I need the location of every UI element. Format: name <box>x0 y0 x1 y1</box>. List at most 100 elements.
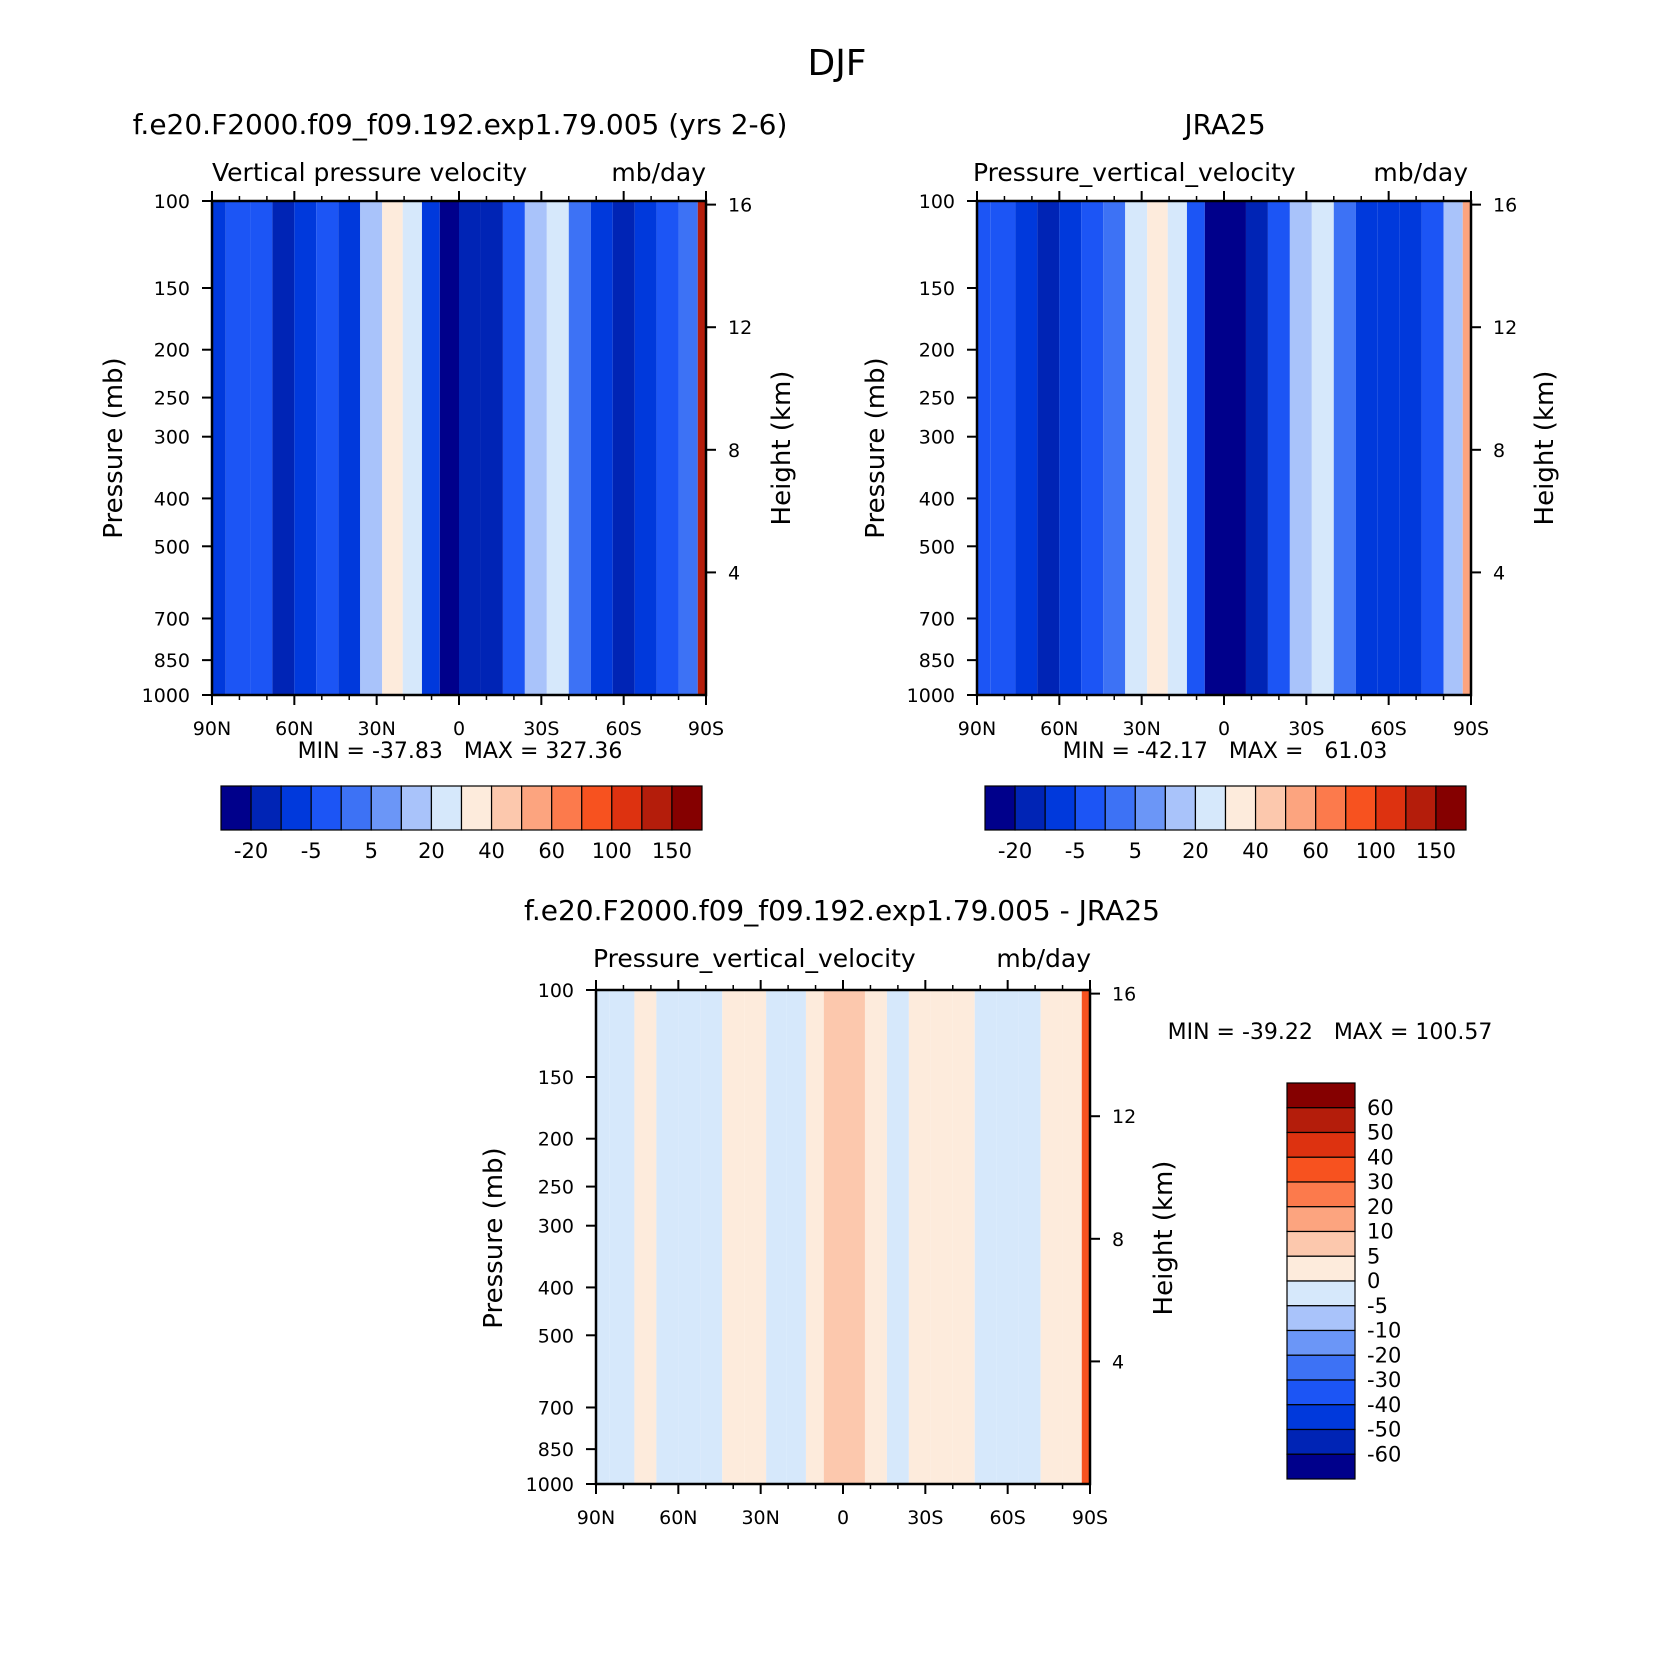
data-column <box>421 201 440 695</box>
panel-subtitle-left: Pressure_vertical_velocity <box>593 944 916 973</box>
data-column <box>459 201 481 695</box>
colorbar-swatch <box>1134 785 1166 831</box>
colorbar-swatch <box>1286 1082 1356 1109</box>
data-column <box>700 990 723 1484</box>
y-tick-label: 1000 <box>142 685 190 707</box>
data-column <box>1103 201 1126 695</box>
colorbar-label: 5 <box>1129 839 1142 863</box>
colorbar-label: -20 <box>234 839 268 863</box>
y-tick-label: 850 <box>919 650 955 672</box>
data-column <box>805 990 824 1484</box>
colorbar-swatch <box>1405 785 1437 831</box>
data-column <box>272 201 295 695</box>
x-tick-label: 60S <box>990 1507 1026 1529</box>
panel-subtitle-left: Pressure_vertical_velocity <box>973 158 1296 187</box>
colorbar-swatch <box>1224 785 1257 831</box>
colorbar-swatch <box>1345 785 1377 831</box>
data-column <box>1224 201 1246 695</box>
panel-subtitle-right: mb/day <box>996 944 1091 973</box>
panel-obs: JRA25 Pressure_vertical_velocity mb/day … <box>861 108 1560 863</box>
height-tick-label: 16 <box>728 195 752 217</box>
data-column <box>609 990 635 1484</box>
colorbar-swatch <box>1285 785 1317 831</box>
colorbar-swatch <box>1286 1329 1356 1356</box>
colorbar-swatch <box>1014 785 1046 831</box>
y-axis-label: Pressure (mb) <box>479 1147 509 1328</box>
data-column <box>722 990 745 1484</box>
colorbar-label: -20 <box>1367 1343 1401 1367</box>
min-max-stats: MIN = -42.17 MAX = 61.03 <box>1063 739 1388 764</box>
colorbar-label: 60 <box>1367 1096 1394 1120</box>
colorbar-label: -40 <box>1367 1393 1401 1417</box>
data-column <box>1125 201 1148 695</box>
x-tick-label: 30N <box>1122 718 1160 740</box>
colorbar-swatch <box>1286 1305 1356 1332</box>
colorbar-label: -50 <box>1367 1418 1401 1442</box>
colorbar-label: 20 <box>1367 1195 1394 1219</box>
data-column <box>843 990 865 1484</box>
data-column <box>977 201 991 695</box>
colorbar-swatch <box>430 785 463 831</box>
panel-title: JRA25 <box>1182 108 1265 141</box>
colorbar-swatch <box>1286 1404 1356 1431</box>
x-tick-label: 30S <box>1288 718 1324 740</box>
figure-title: DJF <box>807 43 866 84</box>
y-tick-label: 250 <box>538 1177 574 1199</box>
x-tick-label: 0 <box>837 1507 849 1529</box>
colorbar-label: 50 <box>1367 1121 1394 1145</box>
data-column <box>886 990 909 1484</box>
colorbar-swatch <box>1286 1230 1356 1257</box>
data-column <box>1018 990 1041 1484</box>
data-column <box>990 201 1016 695</box>
y-tick-label: 200 <box>919 340 955 362</box>
colorbar-swatch <box>1286 1280 1356 1307</box>
colorbar-label: 5 <box>1367 1244 1380 1268</box>
data-column <box>1462 201 1471 695</box>
x-tick-label: 90S <box>688 718 724 740</box>
data-column <box>1399 201 1422 695</box>
colorbar-swatch <box>581 785 613 831</box>
y-tick-label: 150 <box>919 278 955 300</box>
data-column <box>225 201 251 695</box>
colorbar-label: -30 <box>1367 1368 1401 1392</box>
colorbar-swatch <box>1104 785 1136 831</box>
panel-subtitle-right: mb/day <box>1373 158 1468 187</box>
x-tick-label: 90S <box>1072 1507 1108 1529</box>
data-column <box>1355 201 1378 695</box>
colorbar-label: 0 <box>1367 1269 1380 1293</box>
panel-model: f.e20.F2000.f09_f09.192.exp1.79.005 (yrs… <box>99 108 797 863</box>
data-column <box>1421 201 1444 695</box>
data-column <box>402 201 422 695</box>
colorbar-label: 5 <box>365 839 378 863</box>
data-column <box>612 201 635 695</box>
colorbar-swatch <box>1074 785 1106 831</box>
data-column <box>546 201 569 695</box>
height-tick-label: 16 <box>1493 195 1517 217</box>
data-column <box>590 201 613 695</box>
x-tick-label: 90N <box>958 718 996 740</box>
x-tick-label: 60N <box>659 1507 697 1529</box>
data-column <box>360 201 383 695</box>
x-tick-label: 0 <box>1218 718 1230 740</box>
y-tick-label: 700 <box>919 608 955 630</box>
panel-difference: f.e20.F2000.f09_f09.192.exp1.79.005 - JR… <box>479 894 1492 1529</box>
data-column <box>1059 201 1082 695</box>
colorbar-swatch <box>1044 785 1076 831</box>
colorbar-label: 20 <box>418 839 445 863</box>
y-tick-label: 700 <box>154 608 190 630</box>
data-column <box>382 201 403 695</box>
y-tick-label: 100 <box>538 980 574 1002</box>
x-tick-label: 60S <box>606 718 642 740</box>
colorbar-label: 60 <box>1302 839 1329 863</box>
plot-area: 90N 60N 30N 0 30S 60S 90S 100 150 200 250 300 400 500… <box>142 191 752 740</box>
y-axis-label: Pressure (mb) <box>861 357 891 538</box>
data-column <box>1167 201 1187 695</box>
data-column <box>678 201 698 695</box>
y-tick-label: 400 <box>154 488 190 510</box>
height-tick-label: 4 <box>1493 562 1505 584</box>
data-column <box>974 990 997 1484</box>
data-column <box>1040 990 1063 1484</box>
colorbar-swatch <box>310 785 342 831</box>
colorbar-swatch <box>1164 785 1197 831</box>
